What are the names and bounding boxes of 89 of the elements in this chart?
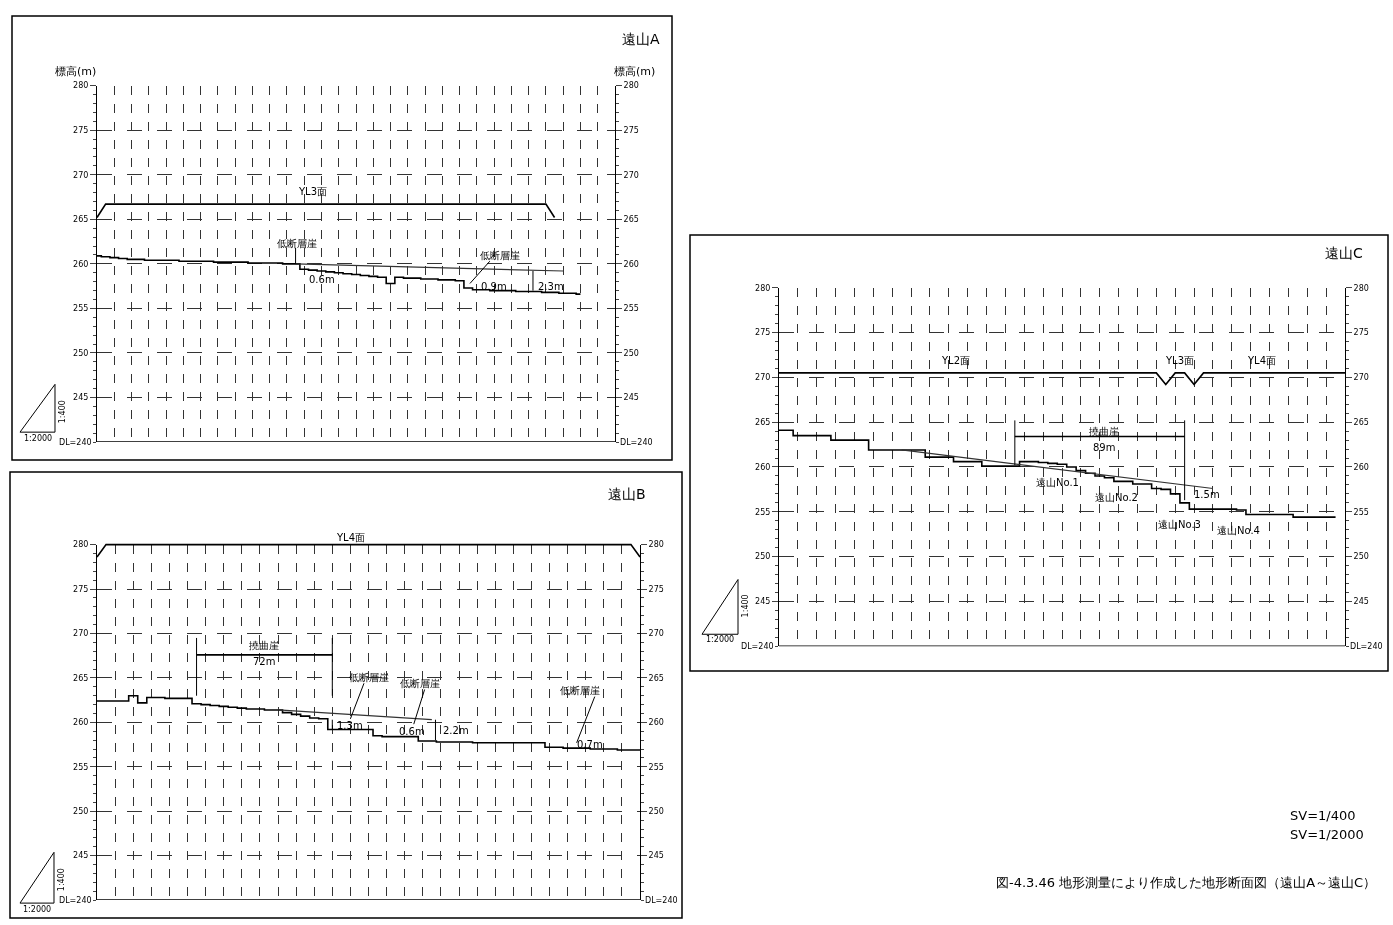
y2-tick-label: 245: [623, 393, 639, 403]
y-tick-label: 245: [73, 851, 89, 861]
annotation: 遠山No.1: [1036, 477, 1079, 488]
text: 1:2000: [23, 905, 52, 914]
y-tick-label: 265: [73, 215, 89, 225]
y-tick-label: 270: [73, 170, 89, 180]
annotation: 低断層崖: [560, 685, 600, 696]
y-tick-label: 280: [755, 283, 771, 293]
annotation: 72m: [253, 656, 276, 667]
y2-tick-label: 250: [648, 807, 664, 817]
y-tick-label: 245: [755, 597, 771, 607]
chart-title: 遠山C: [1325, 245, 1363, 261]
chart-title: 遠山B: [608, 486, 646, 502]
ref-line-label: DL=240: [1350, 642, 1383, 651]
annotation: 遠山No.4: [1217, 525, 1260, 536]
y-tick-label: 275: [73, 126, 89, 136]
y2-tick-label: 270: [623, 170, 639, 180]
y2-tick-label: 280: [1353, 283, 1369, 293]
annotation: 撓曲崖: [1089, 426, 1119, 437]
annotation: 0.6m: [399, 726, 425, 737]
annotation: YL3面: [298, 186, 328, 197]
y-tick-label: 265: [73, 673, 89, 683]
y-tick-label: 280: [73, 81, 89, 91]
text: 1:400: [56, 868, 66, 892]
y2-tick-label: 245: [1353, 597, 1369, 607]
y-tick-label: 255: [755, 507, 771, 517]
text: 1:2000: [24, 434, 53, 443]
y-tick-label: 245: [73, 393, 89, 403]
annotation: 撓曲崖: [249, 640, 279, 651]
annotation: 1.3m: [337, 720, 363, 731]
text: SV=1/2000: [1290, 827, 1364, 842]
text: 1:2000: [706, 635, 735, 644]
annotation: 0.6m: [309, 274, 335, 285]
y2-tick-label: 265: [623, 215, 639, 225]
y2-tick-label: 275: [1353, 328, 1369, 338]
y-tick-label: 255: [73, 304, 89, 314]
annotation: 0.7m: [577, 739, 603, 750]
annotation: 低断層崖: [277, 238, 317, 249]
y-tick-label: 250: [73, 348, 89, 358]
y-tick-label: 255: [73, 762, 89, 772]
annotation: 遠山No.2: [1095, 492, 1138, 503]
ref-line-label: DL=240: [645, 896, 678, 905]
y2-tick-label: 255: [623, 304, 639, 314]
annotation: 89m: [1093, 442, 1116, 453]
y-tick-label: 270: [73, 629, 89, 639]
y2-tick-label: 265: [648, 673, 664, 683]
y-tick-label: 265: [755, 417, 771, 427]
annotation: YL4面: [1247, 355, 1277, 366]
annotation: 低断層崖: [400, 678, 440, 689]
y2-tick-label: 250: [1353, 552, 1369, 562]
y2-tick-label: 260: [648, 718, 664, 728]
y2-tick-label: 275: [648, 584, 664, 594]
text: DL=240: [59, 438, 92, 447]
text: DL=240: [741, 642, 774, 651]
y-tick-label: 280: [73, 540, 89, 550]
y-tick-label: 260: [755, 462, 771, 472]
y-tick-label: 250: [755, 552, 771, 562]
annotation: YL3面: [1165, 355, 1195, 366]
y-tick-label: 260: [73, 259, 89, 269]
y2-tick-label: 255: [648, 762, 664, 772]
text: SV=1/400: [1290, 808, 1356, 823]
y2-tick-label: 245: [648, 851, 664, 861]
text: 1:400: [740, 594, 750, 618]
annotation: 低断層崖: [480, 250, 520, 261]
y2-tick-label: 255: [1353, 507, 1369, 517]
annotation: 1.5m: [1194, 489, 1220, 500]
y-tick-label: 270: [755, 373, 771, 383]
y-axis-title: 標高(m): [55, 65, 97, 78]
text: 1:400: [57, 400, 67, 424]
y2-tick-label: 260: [623, 259, 639, 269]
text: 図-4.3.46 地形測量により作成した地形断面図（遠山A～遠山C）: [996, 875, 1377, 890]
text: DL=240: [59, 896, 92, 905]
y2-axis-title: 標高(m): [614, 65, 656, 78]
y-tick-label: 250: [73, 807, 89, 817]
y2-tick-label: 265: [1353, 417, 1369, 427]
y2-tick-label: 275: [623, 126, 639, 136]
y2-tick-label: 270: [648, 629, 664, 639]
y2-tick-label: 280: [648, 540, 664, 550]
y-tick-label: 260: [73, 718, 89, 728]
y2-tick-label: 260: [1353, 462, 1369, 472]
text: YL4面: [336, 532, 366, 543]
y-tick-label: 275: [755, 328, 771, 338]
y2-tick-label: 250: [623, 348, 639, 358]
y2-tick-label: 270: [1353, 373, 1369, 383]
ref-line-label: DL=240: [620, 438, 653, 447]
y2-tick-label: 280: [623, 81, 639, 91]
annotation: YL2面: [941, 355, 971, 366]
y-tick-label: 275: [73, 584, 89, 594]
text: 遠山A: [622, 31, 660, 47]
